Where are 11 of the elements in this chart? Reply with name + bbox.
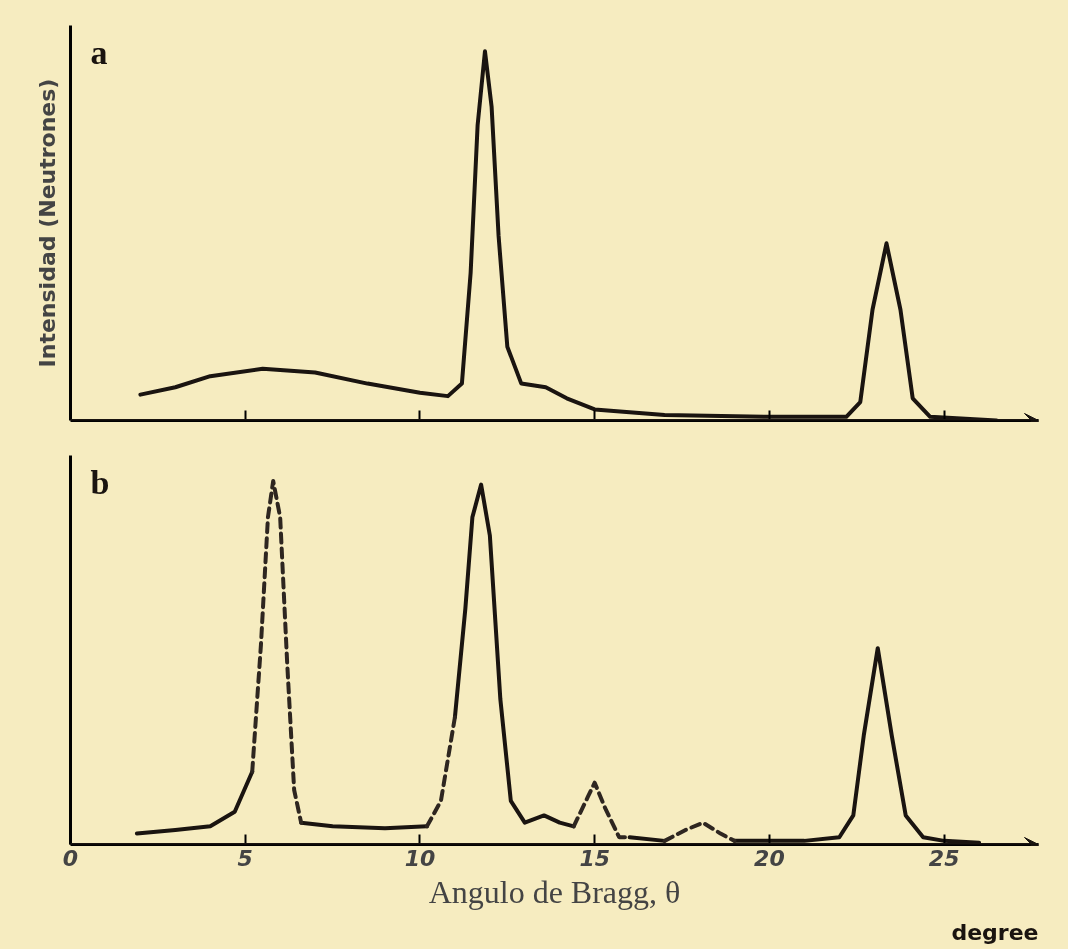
x-tick-label: 0 (62, 845, 79, 871)
x-axis-title: Angulo de Bragg, θ (428, 873, 681, 910)
x-tick-label: 10 (404, 845, 436, 871)
annotation: a (90, 33, 108, 71)
y-axis-title: Intensidad (Neutrones) (34, 78, 60, 368)
text: degree (951, 919, 1039, 945)
annotation: b (90, 463, 110, 501)
x-tick-label: 15 (579, 845, 611, 871)
x-tick-label: 5 (237, 845, 253, 871)
x-tick-label: 20 (754, 845, 785, 871)
x-tick-label: 25 (928, 845, 960, 871)
